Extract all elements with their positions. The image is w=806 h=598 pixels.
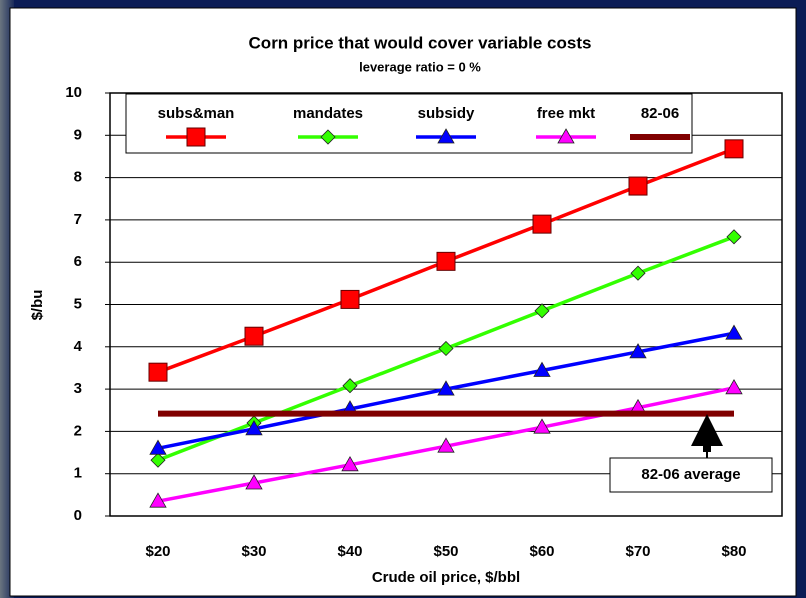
x-tick-label: $30: [241, 543, 266, 560]
marker: [533, 215, 551, 233]
marker: [341, 290, 359, 308]
y-axis-label: $/bu: [29, 290, 46, 321]
y-tick-label: 2: [74, 422, 82, 439]
y-tick-label: 6: [74, 253, 82, 270]
y-tick-label: 7: [74, 211, 82, 228]
marker: [437, 252, 455, 270]
y-tick-label: 4: [74, 338, 83, 355]
legend-label: subsidy: [418, 105, 475, 122]
x-tick-label: $70: [625, 543, 650, 560]
legend-label: subs&man: [158, 105, 235, 122]
y-tick-label: 1: [74, 465, 82, 482]
marker: [187, 128, 205, 146]
legend-label: free mkt: [537, 105, 595, 122]
x-tick-label: $60: [529, 543, 554, 560]
chart-subtitle: leverage ratio = 0 %: [359, 59, 481, 74]
y-tick-label: 0: [74, 507, 82, 524]
x-axis-label: Crude oil price, $/bbl: [372, 569, 520, 586]
y-tick-label: 9: [74, 126, 82, 143]
chart-title: Corn price that would cover variable cos…: [249, 33, 592, 52]
x-tick-label: $50: [433, 543, 458, 560]
y-tick-label: 3: [74, 380, 82, 397]
y-tick-label: 8: [74, 169, 82, 186]
marker: [629, 177, 647, 195]
legend-label: mandates: [293, 105, 363, 122]
legend-box: [126, 94, 692, 153]
x-tick-label: $80: [721, 543, 746, 560]
slide: Corn price that would cover variable cos…: [0, 0, 806, 598]
legend-marker: [187, 128, 205, 146]
y-tick-label: 10: [65, 84, 82, 101]
marker: [149, 363, 167, 381]
y-tick-label: 5: [74, 295, 82, 312]
legend-label: 82-06: [641, 105, 679, 122]
marker: [725, 140, 743, 158]
x-tick-label: $20: [145, 543, 170, 560]
x-tick-label: $40: [337, 543, 362, 560]
marker: [245, 327, 263, 345]
annotation-text: 82-06 average: [641, 466, 740, 483]
